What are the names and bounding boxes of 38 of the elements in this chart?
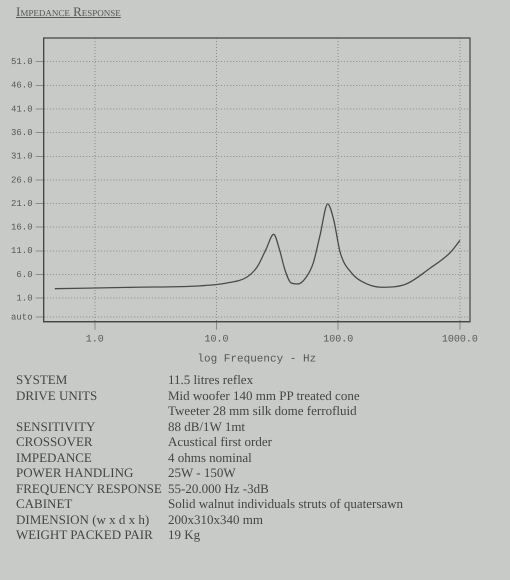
text: 25W - 150W [168,465,237,480]
text: 4 ohms nominal [168,450,253,465]
text: 88 dB/1W 1mt [168,418,246,434]
y-tick-label: 41.0 [10,104,33,114]
text: CABINET [16,496,74,512]
text: Solid walnut individuals struts of quatersawn [168,496,404,512]
y-tick-label: 46.0 [10,80,33,91]
text: CROSSOVER [16,434,94,450]
y-tick-label: 16.0 [10,222,33,233]
y-tick-label: 21.0 [10,198,33,209]
chart-title: Impedance Response [16,4,121,20]
text: SYSTEM [16,372,68,388]
text: DIMENSION (w x d x h) [16,512,150,527]
x-tick-label: 1.0 [86,334,104,346]
text: Mid woofer 140 mm PP treated cone Tweeter 28 mm silk dome ferrofluid [168,388,361,418]
y-tick-label: 6.0 [16,270,33,280]
x-tick-label: 100.0 [323,334,354,346]
text: 19 Kg [168,527,202,542]
x-tick-label: 10.0 [204,334,228,346]
text: 55-20.000 Hz -3dB [168,480,270,496]
text: POWER HANDLING [16,465,134,480]
text: Acustical first order [168,434,273,450]
y-tick-label: auto [10,312,33,322]
text: FREQUENCY RESPONSE [16,480,163,496]
y-tick-label: 11.0 [10,246,33,256]
x-axis-title: log Frequency - Hz [197,353,316,366]
y-tick-label: 31.0 [10,152,33,162]
y-tick-label: 1.0 [16,294,33,304]
y-tick-label: 36.0 [10,128,33,138]
text: DRIVE UNITS [16,388,98,404]
text: WEIGHT PACKED PAIR [16,527,154,542]
y-tick-label: 51.0 [10,57,33,68]
text: SENSITIVITY [16,418,96,434]
x-tick-label: 1000.0 [442,334,478,346]
text: 11.5 litres reflex [168,372,254,388]
text: IMPEDANCE [16,450,93,465]
y-tick-label: 26.0 [10,175,33,186]
text: 200x310x340 mm [168,512,264,527]
